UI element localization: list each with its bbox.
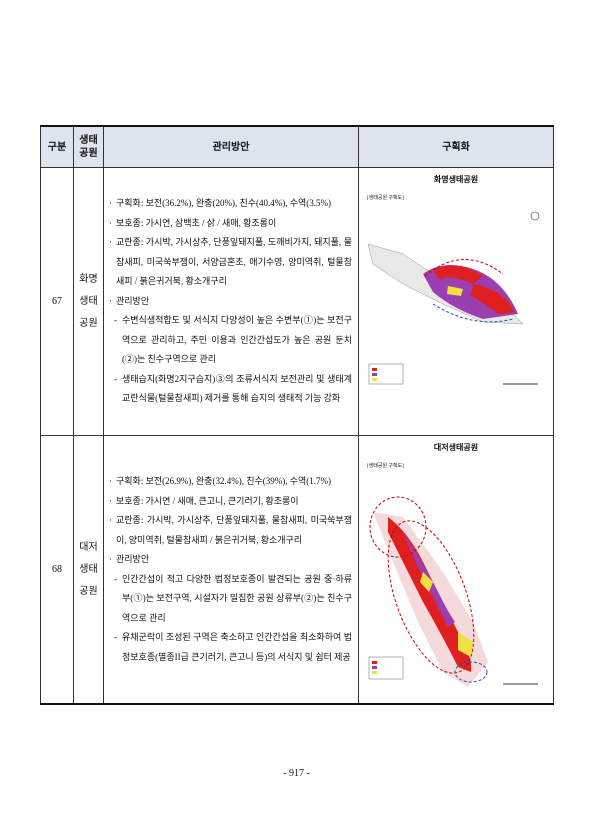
management-item: 구획화: 보전(36.2%), 완충(20%), 친수(40.4%), 수역(3…: [108, 194, 352, 214]
management-item: 생태습지(화명2지구습지)③의 조류서식지 보전관리 및 생태계교란식물(털물참…: [108, 370, 352, 409]
header-row: 구분 생태 공원 관리방안 구획화: [40, 125, 554, 168]
park-name-line: 생태: [79, 563, 98, 575]
header-cell: 관리방안: [103, 125, 359, 168]
management-item: 보호종: 가시연 / 새매, 큰고니, 큰기러기, 황조롱이: [108, 492, 352, 512]
map-title: 화명생태공원: [433, 175, 479, 184]
management-cell: 구획화: 보전(36.2%), 완충(20%), 친수(40.4%), 수역(3…: [103, 167, 359, 436]
header-cell: 생태 공원: [73, 125, 104, 168]
management-list: 구획화: 보전(36.2%), 완충(20%), 친수(40.4%), 수역(3…: [108, 194, 352, 409]
row-number: 68: [40, 435, 74, 705]
map-caption: [생태공원 구획도]: [367, 196, 404, 201]
management-item: 교란종: 가시박, 가시상추, 단풍잎돼지풀, 도깨비가지, 돼지풀, 물참새피…: [108, 233, 352, 292]
park-name-line: 생태: [79, 295, 98, 307]
table-row: 67화명생태공원구획화: 보전(36.2%), 완충(20%), 친수(40.4…: [40, 167, 554, 436]
row-number: 67: [40, 167, 74, 436]
management-item: 인간간섭이 적고 다양한 법정보호종이 발견되는 공원 중·하류부(①)는 보전…: [108, 570, 352, 629]
management-list: 구획화: 보전(26.9%), 완충(32.4%), 친수(39%), 수역(1…: [108, 472, 352, 667]
management-item: 관리방안: [108, 292, 352, 312]
management-item: 관리방안: [108, 550, 352, 570]
map-cell: 대저생태공원 [생태공원 구획도]: [358, 435, 554, 705]
park-name-line: 공원: [79, 317, 98, 329]
management-cell: 구획화: 보전(26.9%), 완충(32.4%), 친수(39%), 수역(1…: [103, 435, 359, 705]
zoning-map: [367, 211, 540, 385]
table-row: 68대저생태공원구획화: 보전(26.9%), 완충(32.4%), 친수(39…: [40, 435, 554, 705]
management-item: 수변식생적합도 및 서식지 다양성이 높은 수변부(①)는 보전구역으로 관리하…: [108, 311, 352, 370]
management-item: 보호종: 가시연, 삼백초 / 삵 / 새매, 황조롱이: [108, 214, 352, 234]
management-item: 교란종: 가시박, 가시상추, 단풍잎돼지풀, 물참새피, 미국쑥부쟁이, 양미…: [108, 511, 352, 550]
header-cell: 구획화: [358, 125, 554, 168]
map-cell: 화명생태공원 [생태공원 구획도]: [358, 167, 554, 436]
map-title: 대저생태공원: [433, 443, 479, 452]
header-cell: 구분: [40, 125, 74, 168]
zoning-map: [368, 496, 538, 687]
park-name-line: 공원: [79, 585, 98, 597]
park-name-line: 대저: [79, 541, 98, 553]
map-caption: [생태공원 구획도]: [367, 464, 404, 469]
park-name-line: 화명: [79, 273, 98, 285]
management-item: 유채군락이 조성된 구역은 축소하고 인간간섭을 최소화하여 법정보호종(멸종I…: [108, 628, 352, 667]
management-table: 구분 생태 공원 관리방안 구획화 67화명생태공원구획화: 보전(36.2%)…: [40, 125, 554, 705]
management-item: 구획화: 보전(26.9%), 완충(32.4%), 친수(39%), 수역(1…: [108, 472, 352, 492]
page-number: - 917 -: [283, 768, 310, 779]
